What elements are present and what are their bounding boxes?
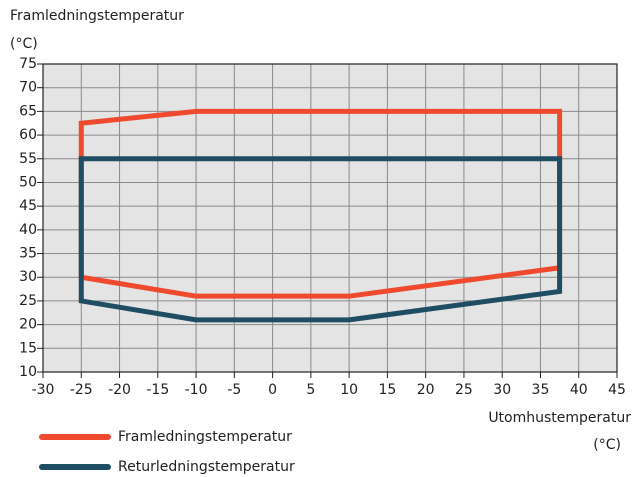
y-tick-label: 15 [19,340,37,356]
x-tick-label: 35 [532,382,550,398]
x-tick-label: 30 [493,382,511,398]
x-tick-label: 5 [306,382,315,398]
x-tick-label: 25 [455,382,473,398]
x-tick-label: 10 [340,382,358,398]
x-axis-label: Utomhustemperatur [488,410,631,426]
y-axis-label: Framledningstemperatur [10,8,184,24]
y-tick-label: 20 [19,317,37,333]
x-tick-label: 15 [378,382,396,398]
x-tick-label: -30 [32,382,55,398]
y-tick-label: 45 [19,198,37,214]
legend-label: Returledningstemperatur [118,459,295,475]
x-tick-label: 45 [608,382,626,398]
series-line [78,156,563,323]
x-axis-unit: (°C) [593,437,621,453]
y-tick-label: 10 [19,364,37,380]
y-tick-label: 65 [19,103,37,119]
y-tick-label: 55 [19,151,37,167]
y-tick-label: 40 [19,222,37,238]
y-tick-label: 35 [19,246,37,262]
x-tick-label: 20 [417,382,435,398]
y-tick-label: 25 [19,293,37,309]
x-tick-label: -15 [146,382,169,398]
x-tick-label: 40 [570,382,588,398]
x-tick-label: -5 [227,382,241,398]
x-tick-label: 0 [268,382,277,398]
y-tick-label: 60 [19,127,37,143]
y-tick-label: 50 [19,174,37,190]
y-tick-label: 75 [19,56,37,72]
y-tick-label: 70 [19,80,37,96]
y-tick-label: 30 [19,269,37,285]
x-tick-label: -10 [185,382,208,398]
legend-label: Framledningstemperatur [118,429,292,445]
y-axis-unit: (°C) [10,36,38,52]
plot-border [42,63,618,373]
x-tick-label: -25 [70,382,93,398]
x-tick-label: -20 [108,382,131,398]
